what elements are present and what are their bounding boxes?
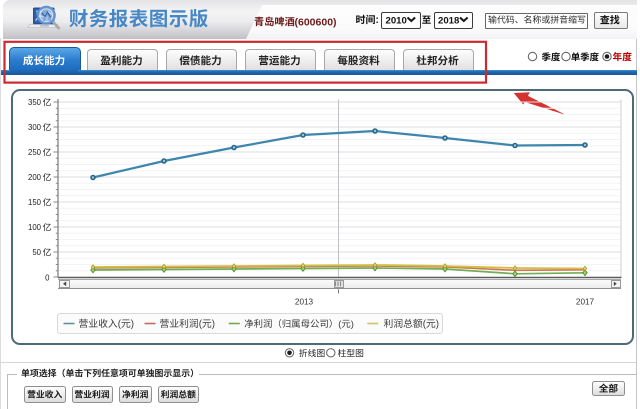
svg-text:2017: 2017 (576, 298, 595, 307)
svg-text:): ) (351, 318, 354, 329)
svg-text:150: 150 (28, 198, 42, 207)
svg-text:0: 0 (45, 273, 50, 282)
svg-text:2013: 2013 (295, 298, 314, 307)
svg-text:350: 350 (28, 98, 42, 107)
svg-text::: : (376, 15, 379, 26)
svg-text:2018: 2018 (438, 15, 460, 26)
svg-text:(600600): (600600) (295, 16, 337, 28)
svg-text:250: 250 (28, 148, 42, 157)
svg-text:(: ( (423, 319, 427, 330)
svg-text:): ) (436, 319, 439, 330)
svg-text:50: 50 (32, 248, 41, 257)
svg-text:100: 100 (28, 223, 42, 232)
svg-text:(: ( (338, 318, 342, 329)
svg-text:200: 200 (28, 173, 42, 182)
svg-text:): ) (131, 319, 134, 330)
svg-text:2010: 2010 (386, 15, 407, 26)
svg-text:(: ( (199, 319, 203, 330)
svg-text:(: ( (118, 319, 122, 330)
svg-text:300: 300 (28, 123, 42, 132)
svg-text:): ) (212, 319, 215, 330)
